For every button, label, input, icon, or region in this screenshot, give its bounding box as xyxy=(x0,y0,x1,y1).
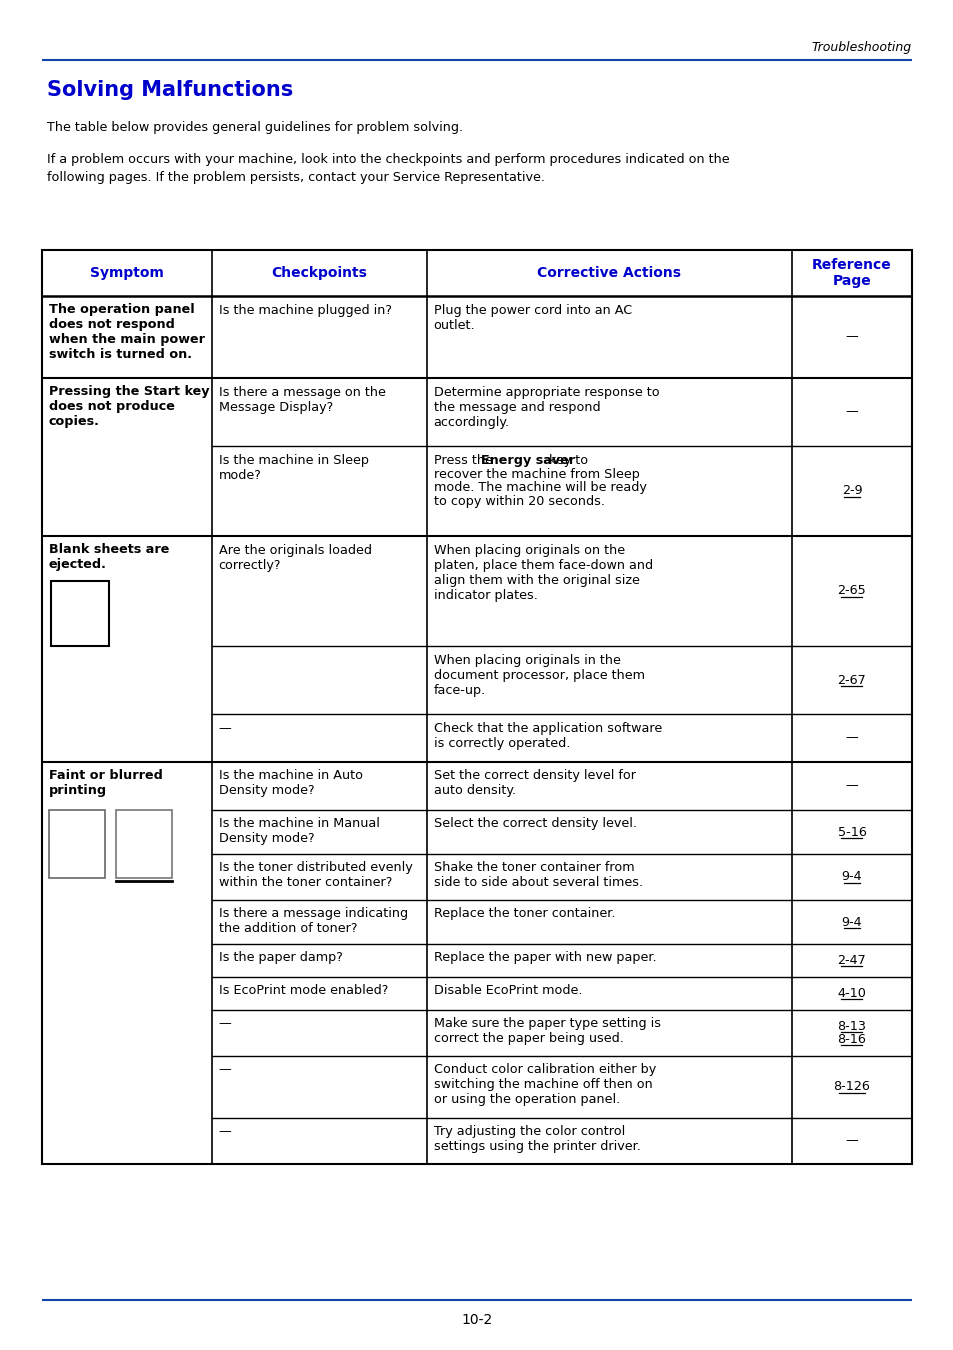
Text: Faint or blurred
printing: Faint or blurred printing xyxy=(49,769,163,796)
Bar xyxy=(42,250,911,1164)
Text: Is the machine in Sleep
mode?: Is the machine in Sleep mode? xyxy=(218,454,368,482)
Text: Replace the paper with new paper.: Replace the paper with new paper. xyxy=(433,950,656,964)
Text: 5-16: 5-16 xyxy=(837,825,865,838)
Text: Make sure the paper type setting is
correct the paper being used.: Make sure the paper type setting is corr… xyxy=(433,1017,659,1045)
Text: Is the toner distributed evenly
within the toner container?: Is the toner distributed evenly within t… xyxy=(218,861,412,890)
Text: 123: 123 xyxy=(52,850,102,873)
Text: Conduct color calibration either by
switching the machine off then on
or using t: Conduct color calibration either by swit… xyxy=(433,1062,655,1106)
Text: Is the machine in Manual
Density mode?: Is the machine in Manual Density mode? xyxy=(218,817,379,845)
Text: —: — xyxy=(218,1017,232,1030)
Bar xyxy=(49,810,105,878)
Text: —: — xyxy=(218,722,232,734)
Text: ABC: ABC xyxy=(115,821,172,845)
Bar xyxy=(51,580,109,647)
Text: Is there a message on the
Message Display?: Is there a message on the Message Displa… xyxy=(218,386,385,414)
Text: 10-2: 10-2 xyxy=(461,1314,492,1327)
Text: 2-9: 2-9 xyxy=(841,485,862,498)
Text: recover the machine from Sleep: recover the machine from Sleep xyxy=(433,467,639,481)
Text: ABC: ABC xyxy=(49,821,106,845)
Text: Set the correct density level for
auto density.: Set the correct density level for auto d… xyxy=(433,769,635,796)
Text: 8-126: 8-126 xyxy=(833,1080,869,1094)
Text: Are the originals loaded
correctly?: Are the originals loaded correctly? xyxy=(218,544,372,572)
Text: 2-65: 2-65 xyxy=(837,585,865,598)
Text: Is the paper damp?: Is the paper damp? xyxy=(218,950,342,964)
Text: to copy within 20 seconds.: to copy within 20 seconds. xyxy=(433,495,604,508)
Text: 4-10: 4-10 xyxy=(837,987,865,1000)
Text: Select the correct density level.: Select the correct density level. xyxy=(433,817,636,830)
Text: The operation panel
does not respond
when the main power
switch is turned on.: The operation panel does not respond whe… xyxy=(49,302,205,360)
Text: —: — xyxy=(218,1125,232,1138)
Text: 2-67: 2-67 xyxy=(837,674,865,687)
Text: Check that the application software
is correctly operated.: Check that the application software is c… xyxy=(433,722,661,751)
Text: Is the machine in Auto
Density mode?: Is the machine in Auto Density mode? xyxy=(218,769,362,796)
Text: Symptom: Symptom xyxy=(90,266,164,279)
Text: The table below provides general guidelines for problem solving.: The table below provides general guideli… xyxy=(47,122,462,135)
Text: Replace the toner container.: Replace the toner container. xyxy=(433,907,615,919)
Text: key to: key to xyxy=(544,454,587,467)
Text: 9-4: 9-4 xyxy=(841,915,862,929)
Text: —: — xyxy=(844,732,858,744)
Text: 8-13: 8-13 xyxy=(837,1021,865,1033)
Text: Plug the power cord into an AC
outlet.: Plug the power cord into an AC outlet. xyxy=(433,304,631,332)
Text: Solving Malfunctions: Solving Malfunctions xyxy=(47,80,293,100)
Text: —: — xyxy=(844,331,858,343)
Text: Press the: Press the xyxy=(433,454,496,467)
Text: When placing originals in the
document processor, place them
face-up.: When placing originals in the document p… xyxy=(433,653,644,697)
Text: 2-47: 2-47 xyxy=(837,954,865,967)
Text: Determine appropriate response to
the message and respond
accordingly.: Determine appropriate response to the me… xyxy=(433,386,659,429)
Bar xyxy=(116,810,172,878)
Text: Is EcoPrint mode enabled?: Is EcoPrint mode enabled? xyxy=(218,984,388,998)
Text: —: — xyxy=(218,1062,232,1076)
Text: 8-16: 8-16 xyxy=(837,1033,865,1046)
Text: mode. The machine will be ready: mode. The machine will be ready xyxy=(433,481,646,494)
Text: Disable EcoPrint mode.: Disable EcoPrint mode. xyxy=(433,984,581,998)
Text: Blank sheets are
ejected.: Blank sheets are ejected. xyxy=(49,543,170,571)
Text: 123: 123 xyxy=(119,850,169,873)
Text: Corrective Actions: Corrective Actions xyxy=(537,266,680,279)
Text: —: — xyxy=(844,405,858,418)
Text: Reference
Page: Reference Page xyxy=(811,258,891,288)
Text: Energy saver: Energy saver xyxy=(480,454,575,467)
Text: following pages. If the problem persists, contact your Service Representative.: following pages. If the problem persists… xyxy=(47,171,544,185)
Text: —: — xyxy=(844,1134,858,1148)
Text: If a problem occurs with your machine, look into the checkpoints and perform pro: If a problem occurs with your machine, l… xyxy=(47,154,729,166)
Text: Try adjusting the color control
settings using the printer driver.: Try adjusting the color control settings… xyxy=(433,1125,639,1153)
Text: Troubleshooting: Troubleshooting xyxy=(811,42,911,54)
Text: When placing originals on the
platen, place them face-down and
align them with t: When placing originals on the platen, pl… xyxy=(433,544,652,602)
Text: Checkpoints: Checkpoints xyxy=(271,266,367,279)
Text: —: — xyxy=(844,779,858,792)
Text: Pressing the Start key
does not produce
copies.: Pressing the Start key does not produce … xyxy=(49,385,210,428)
Text: 9-4: 9-4 xyxy=(841,871,862,883)
Text: Is there a message indicating
the addition of toner?: Is there a message indicating the additi… xyxy=(218,907,407,936)
Text: Is the machine plugged in?: Is the machine plugged in? xyxy=(218,304,392,317)
Text: Shake the toner container from
side to side about several times.: Shake the toner container from side to s… xyxy=(433,861,642,890)
